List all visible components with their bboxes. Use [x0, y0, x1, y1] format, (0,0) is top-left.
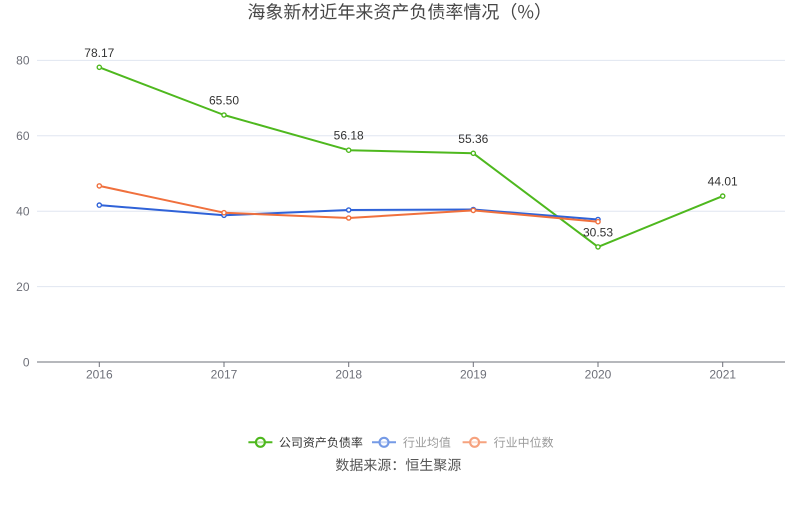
svg-text:65.50: 65.50 — [209, 94, 239, 108]
svg-text:2018: 2018 — [335, 368, 362, 382]
svg-text:40: 40 — [16, 205, 30, 219]
svg-text:2020: 2020 — [585, 368, 612, 382]
svg-text:56.18: 56.18 — [334, 129, 364, 143]
svg-text:0: 0 — [23, 355, 30, 369]
svg-text:2021: 2021 — [709, 368, 736, 382]
svg-text:2019: 2019 — [460, 368, 487, 382]
svg-text:2016: 2016 — [86, 368, 113, 382]
svg-text:80: 80 — [16, 54, 30, 68]
svg-text:60: 60 — [16, 129, 30, 143]
svg-text:78.17: 78.17 — [84, 46, 114, 60]
svg-text:44.01: 44.01 — [708, 175, 738, 189]
svg-text:55.36: 55.36 — [458, 132, 488, 146]
svg-text:20: 20 — [16, 280, 30, 294]
svg-text:30.53: 30.53 — [583, 225, 613, 239]
svg-text:2017: 2017 — [211, 368, 238, 382]
